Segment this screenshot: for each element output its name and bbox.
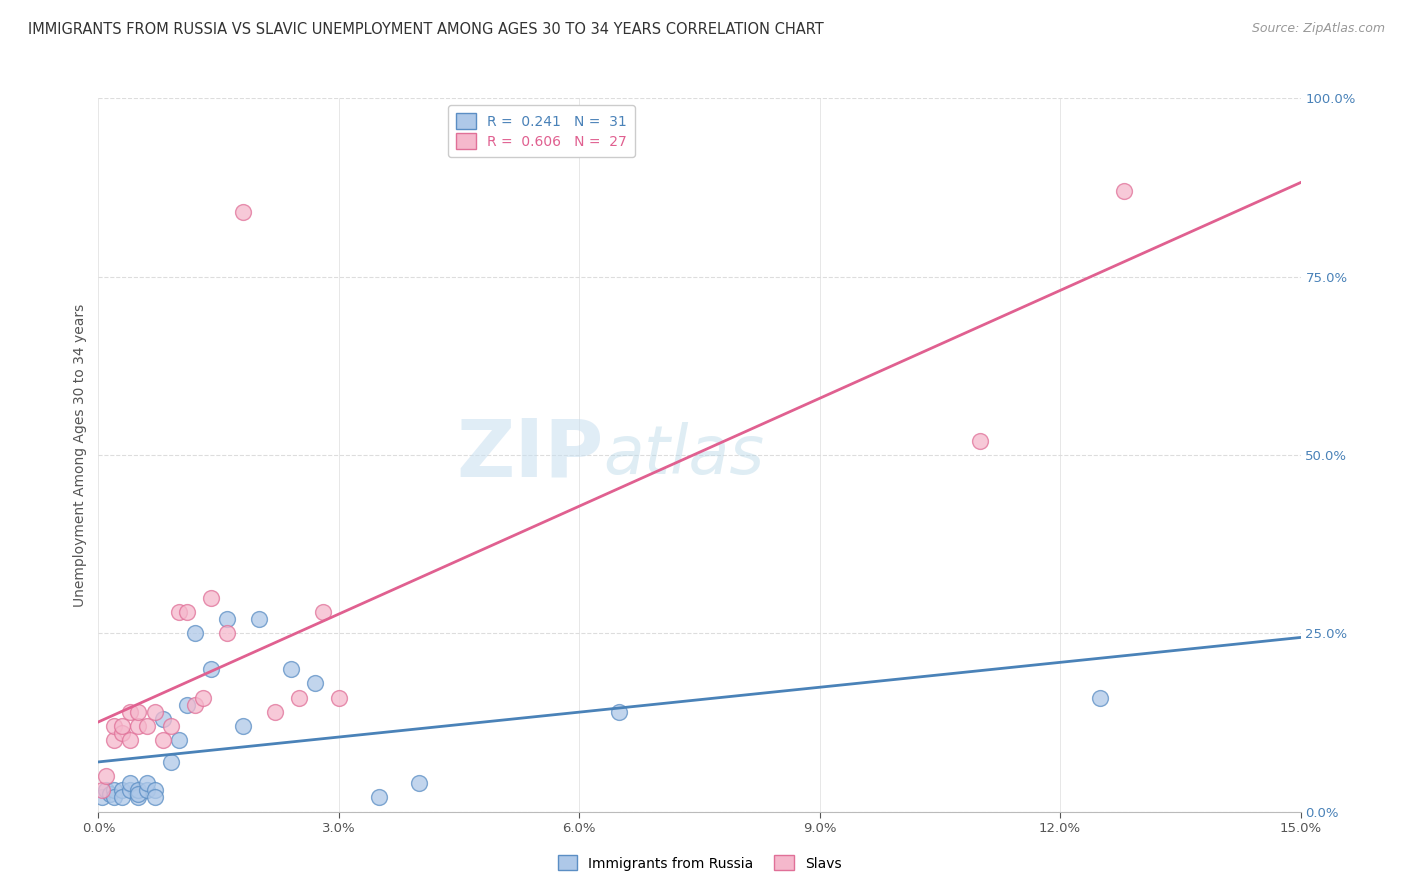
Point: [176, 605, 198, 619]
Point: [232, 205, 254, 219]
Point: [159, 719, 181, 733]
Point: [408, 776, 430, 790]
Point: [247, 612, 270, 626]
Point: [111, 726, 134, 740]
Text: ZIP: ZIP: [456, 416, 603, 494]
Text: IMMIGRANTS FROM RUSSIA VS SLAVIC UNEMPLOYMENT AMONG AGES 30 TO 34 YEARS CORRELAT: IMMIGRANTS FROM RUSSIA VS SLAVIC UNEMPLO…: [28, 22, 824, 37]
Point: [103, 790, 125, 805]
Y-axis label: Unemployment Among Ages 30 to 34 years: Unemployment Among Ages 30 to 34 years: [73, 303, 87, 607]
Point: [263, 705, 285, 719]
Point: [103, 783, 125, 797]
Point: [128, 787, 150, 801]
Point: [167, 733, 190, 747]
Point: [111, 790, 134, 805]
Point: [191, 690, 214, 705]
Point: [111, 783, 134, 797]
Point: [232, 719, 254, 733]
Point: [135, 719, 157, 733]
Point: [120, 705, 142, 719]
Point: [128, 783, 150, 797]
Point: [312, 605, 335, 619]
Point: [143, 783, 166, 797]
Point: [183, 698, 205, 712]
Point: [135, 776, 157, 790]
Point: [152, 733, 174, 747]
Point: [328, 690, 350, 705]
Point: [91, 790, 114, 805]
Point: [159, 755, 181, 769]
Point: [91, 783, 114, 797]
Point: [100, 787, 122, 801]
Point: [120, 776, 142, 790]
Point: [120, 733, 142, 747]
Point: [143, 790, 166, 805]
Point: [143, 705, 166, 719]
Point: [128, 719, 150, 733]
Point: [200, 591, 222, 605]
Point: [167, 605, 190, 619]
Point: [215, 612, 238, 626]
Point: [280, 662, 302, 676]
Point: [1088, 690, 1111, 705]
Point: [304, 676, 326, 690]
Point: [1114, 184, 1136, 198]
Point: [609, 705, 631, 719]
Point: [128, 705, 150, 719]
Point: [152, 712, 174, 726]
Point: [111, 719, 134, 733]
Text: Source: ZipAtlas.com: Source: ZipAtlas.com: [1251, 22, 1385, 36]
Point: [288, 690, 311, 705]
Point: [96, 769, 118, 783]
Text: atlas: atlas: [603, 422, 765, 488]
Legend: Immigrants from Russia, Slavs: Immigrants from Russia, Slavs: [553, 850, 846, 876]
Point: [96, 783, 118, 797]
Point: [103, 733, 125, 747]
Point: [176, 698, 198, 712]
Point: [135, 783, 157, 797]
Point: [128, 790, 150, 805]
Point: [120, 783, 142, 797]
Point: [200, 662, 222, 676]
Point: [103, 719, 125, 733]
Point: [368, 790, 391, 805]
Point: [183, 626, 205, 640]
Point: [969, 434, 991, 448]
Point: [215, 626, 238, 640]
